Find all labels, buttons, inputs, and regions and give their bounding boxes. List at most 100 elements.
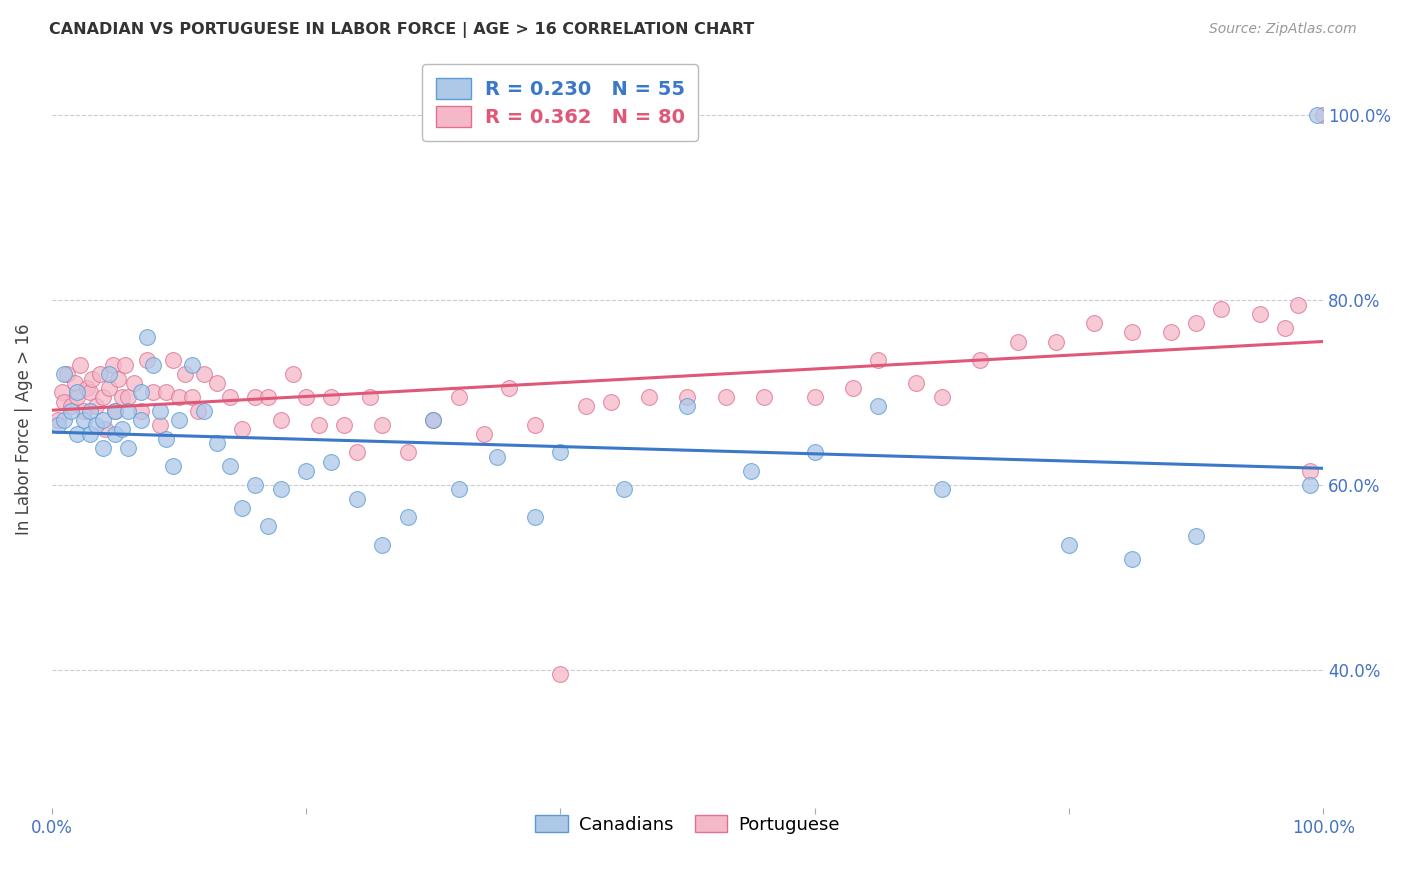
- Point: [117, 390, 139, 404]
- Point: [969, 353, 991, 368]
- Point: [69, 358, 91, 372]
- Point: [84, 417, 107, 432]
- Point: [218, 390, 240, 404]
- Point: [1057, 538, 1080, 552]
- Point: [107, 371, 129, 385]
- Point: [51, 385, 73, 400]
- Point: [82, 371, 104, 385]
- Point: [218, 459, 240, 474]
- Legend: Canadians, Portuguese: Canadians, Portuguese: [529, 807, 846, 841]
- Point: [91, 441, 114, 455]
- Point: [422, 413, 444, 427]
- Point: [155, 385, 177, 400]
- Point: [371, 538, 394, 552]
- Point: [66, 390, 89, 404]
- Point: [346, 491, 368, 506]
- Point: [63, 376, 86, 391]
- Point: [1249, 307, 1271, 321]
- Point: [104, 404, 127, 418]
- Point: [53, 413, 76, 427]
- Point: [422, 413, 444, 427]
- Point: [1160, 326, 1182, 340]
- Point: [84, 399, 107, 413]
- Point: [46, 417, 69, 432]
- Point: [149, 417, 172, 432]
- Point: [59, 399, 82, 413]
- Point: [136, 353, 159, 368]
- Point: [575, 399, 598, 413]
- Point: [94, 422, 117, 436]
- Point: [72, 413, 94, 427]
- Point: [193, 404, 215, 418]
- Point: [180, 390, 202, 404]
- Point: [283, 367, 305, 381]
- Point: [59, 404, 82, 418]
- Point: [752, 390, 775, 404]
- Point: [931, 483, 953, 497]
- Point: [676, 390, 699, 404]
- Point: [523, 510, 546, 524]
- Point: [97, 367, 120, 381]
- Point: [53, 367, 76, 381]
- Point: [1286, 298, 1309, 312]
- Point: [523, 417, 546, 432]
- Point: [931, 390, 953, 404]
- Point: [91, 390, 114, 404]
- Point: [101, 358, 124, 372]
- Point: [104, 427, 127, 442]
- Point: [162, 353, 184, 368]
- Point: [129, 413, 152, 427]
- Point: [447, 390, 470, 404]
- Point: [167, 413, 190, 427]
- Point: [396, 445, 419, 459]
- Point: [124, 376, 146, 391]
- Point: [1274, 320, 1296, 334]
- Point: [359, 390, 381, 404]
- Point: [114, 358, 136, 372]
- Point: [472, 427, 495, 442]
- Point: [676, 399, 699, 413]
- Point: [333, 417, 356, 432]
- Point: [142, 385, 165, 400]
- Text: Source: ZipAtlas.com: Source: ZipAtlas.com: [1209, 22, 1357, 37]
- Point: [600, 394, 623, 409]
- Point: [142, 358, 165, 372]
- Point: [270, 413, 292, 427]
- Point: [270, 483, 292, 497]
- Point: [79, 404, 101, 418]
- Point: [187, 404, 209, 418]
- Point: [321, 455, 343, 469]
- Point: [174, 367, 197, 381]
- Point: [104, 404, 127, 418]
- Point: [117, 404, 139, 418]
- Point: [231, 500, 253, 515]
- Point: [1045, 334, 1067, 349]
- Point: [371, 417, 394, 432]
- Point: [1306, 108, 1329, 122]
- Point: [841, 381, 863, 395]
- Point: [243, 390, 266, 404]
- Point: [66, 427, 89, 442]
- Point: [97, 381, 120, 395]
- Point: [66, 385, 89, 400]
- Point: [485, 450, 508, 464]
- Point: [396, 510, 419, 524]
- Point: [740, 464, 762, 478]
- Point: [149, 404, 172, 418]
- Point: [231, 422, 253, 436]
- Point: [803, 390, 825, 404]
- Point: [714, 390, 737, 404]
- Point: [117, 441, 139, 455]
- Point: [1211, 302, 1233, 317]
- Point: [91, 413, 114, 427]
- Point: [72, 404, 94, 418]
- Text: CANADIAN VS PORTUGUESE IN LABOR FORCE | AGE > 16 CORRELATION CHART: CANADIAN VS PORTUGUESE IN LABOR FORCE | …: [49, 22, 755, 38]
- Point: [167, 390, 190, 404]
- Point: [162, 459, 184, 474]
- Point: [447, 483, 470, 497]
- Point: [868, 399, 890, 413]
- Point: [295, 390, 318, 404]
- Point: [180, 358, 202, 372]
- Point: [498, 381, 520, 395]
- Point: [155, 432, 177, 446]
